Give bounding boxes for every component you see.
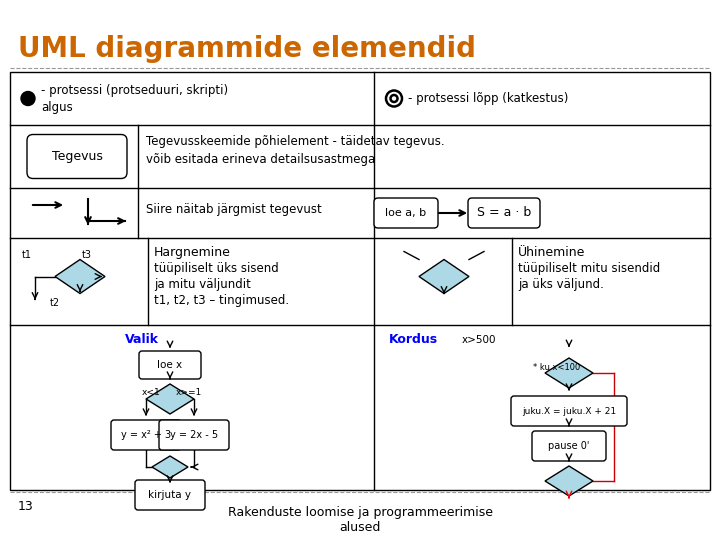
Text: ja üks väljund.: ja üks väljund. xyxy=(518,278,604,291)
Bar xyxy=(10,72,710,490)
Text: loe x: loe x xyxy=(158,360,183,370)
FancyBboxPatch shape xyxy=(511,396,627,426)
Text: * ku x<100: * ku x<100 xyxy=(533,363,580,372)
Text: võib esitada erineva detailsusastmega: võib esitada erineva detailsusastmega xyxy=(146,153,375,166)
Text: t1, t2, t3 – tingimused.: t1, t2, t3 – tingimused. xyxy=(154,294,289,307)
Text: Valik: Valik xyxy=(125,333,159,346)
Text: - protsessi lõpp (katkestus): - protsessi lõpp (katkestus) xyxy=(408,92,568,105)
Text: Tegevusskeemide põhielement - täidetav tegevus.: Tegevusskeemide põhielement - täidetav t… xyxy=(146,135,445,148)
FancyBboxPatch shape xyxy=(27,134,127,179)
FancyBboxPatch shape xyxy=(135,480,205,510)
Text: tüüpiliselt mitu sisendid: tüüpiliselt mitu sisendid xyxy=(518,262,660,275)
Text: - protsessi (protseduuri, skripti): - protsessi (protseduuri, skripti) xyxy=(41,84,228,97)
Text: y = x² + 3: y = x² + 3 xyxy=(121,430,171,440)
Text: y = 2x - 5: y = 2x - 5 xyxy=(170,430,218,440)
Polygon shape xyxy=(55,260,105,294)
FancyBboxPatch shape xyxy=(468,198,540,228)
Text: juku.X = juku.X + 21: juku.X = juku.X + 21 xyxy=(522,407,616,415)
Polygon shape xyxy=(146,384,194,414)
Text: x>=1: x>=1 xyxy=(176,388,202,397)
Polygon shape xyxy=(545,358,593,388)
Text: kirjuta y: kirjuta y xyxy=(148,490,192,500)
Polygon shape xyxy=(152,456,188,478)
Text: 13: 13 xyxy=(18,500,34,513)
FancyBboxPatch shape xyxy=(111,420,181,450)
Text: ja mitu väljundit: ja mitu väljundit xyxy=(154,278,251,291)
FancyBboxPatch shape xyxy=(139,351,201,379)
Text: UML diagrammide elemendid: UML diagrammide elemendid xyxy=(18,35,476,63)
Text: S = a · b: S = a · b xyxy=(477,206,531,219)
FancyBboxPatch shape xyxy=(532,431,606,461)
FancyBboxPatch shape xyxy=(159,420,229,450)
Text: tüüpiliselt üks sisend: tüüpiliselt üks sisend xyxy=(154,262,279,275)
Text: x<1: x<1 xyxy=(142,388,161,397)
Circle shape xyxy=(21,91,35,105)
Text: Ühinemine: Ühinemine xyxy=(518,246,585,259)
Text: Hargnemine: Hargnemine xyxy=(154,246,231,259)
Text: algus: algus xyxy=(41,101,73,114)
Text: t3: t3 xyxy=(82,251,92,260)
Text: Tegevus: Tegevus xyxy=(52,150,102,163)
Text: Siire näitab järgmist tegevust: Siire näitab järgmist tegevust xyxy=(146,202,322,215)
Text: t1: t1 xyxy=(22,251,32,260)
Text: Kordus: Kordus xyxy=(389,333,438,346)
Text: x>500: x>500 xyxy=(462,335,497,345)
Polygon shape xyxy=(545,466,593,496)
Text: t2: t2 xyxy=(50,299,60,308)
Polygon shape xyxy=(419,260,469,294)
Text: pause 0': pause 0' xyxy=(549,441,590,451)
Text: loe a, b: loe a, b xyxy=(385,208,426,218)
FancyBboxPatch shape xyxy=(374,198,438,228)
Text: Rakenduste loomise ja programmeerimise
alused: Rakenduste loomise ja programmeerimise a… xyxy=(228,506,492,534)
